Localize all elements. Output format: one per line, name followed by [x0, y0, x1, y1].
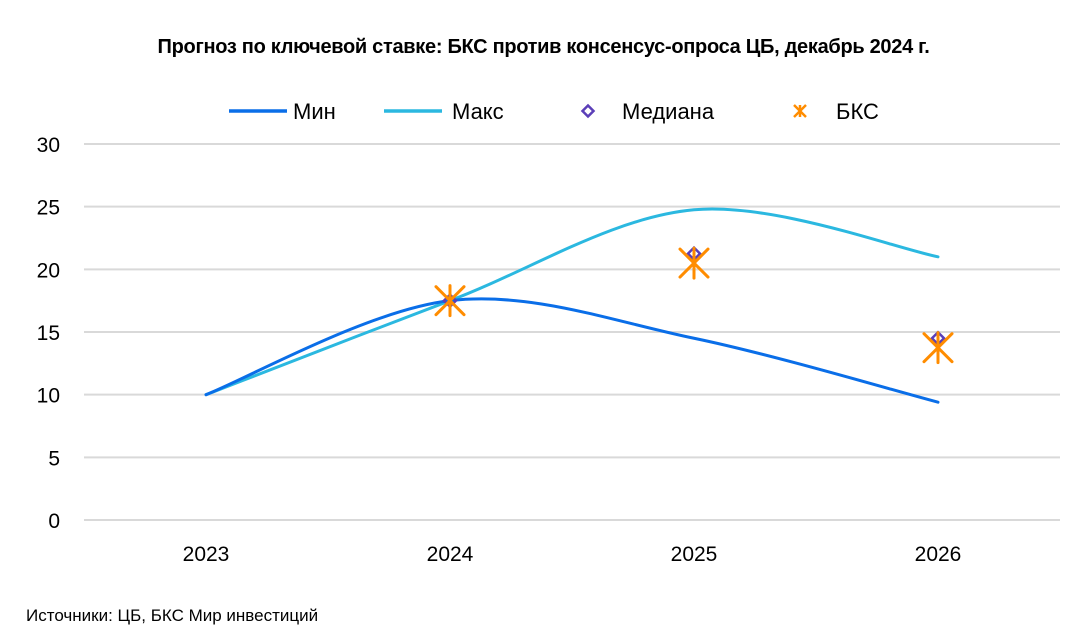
x-tick-label: 2026: [915, 543, 962, 566]
y-tick-label: 25: [37, 197, 60, 220]
legend-label: Мин: [293, 99, 336, 124]
bks-marker: [434, 284, 466, 318]
x-tick-label: 2023: [183, 543, 230, 566]
legend-swatch: [580, 103, 596, 119]
legend: Мин Макс Медиана БКС: [229, 99, 879, 124]
y-tick-label: 0: [48, 510, 60, 533]
x-tick-label: 2024: [427, 543, 474, 566]
x-tick-label: 2025: [671, 543, 718, 566]
y-tick-label: 30: [37, 134, 60, 157]
grid: [84, 143, 1060, 521]
series-line-max: [204, 207, 940, 397]
legend-label: Макс: [452, 99, 504, 124]
y-tick-label: 15: [37, 322, 60, 345]
bks-marker: [922, 331, 954, 365]
series-markers: [434, 245, 954, 365]
series-line-min: [204, 297, 940, 404]
legend-label: БКС: [836, 99, 879, 124]
series-lines: [204, 207, 940, 404]
legend-item: БКС: [793, 99, 879, 124]
legend-item: Мин: [229, 99, 336, 124]
x-axis-ticks: 2023 2024 2025 2026: [183, 543, 962, 566]
legend-swatch: [793, 104, 807, 118]
legend-label: Медиана: [622, 99, 715, 124]
y-tick-label: 5: [48, 447, 60, 470]
source-note: Источники: ЦБ, БКС Мир инвестиций: [26, 606, 319, 625]
y-tick-label: 20: [37, 259, 60, 282]
legend-item: Макс: [384, 99, 504, 124]
bks-marker: [678, 246, 710, 280]
legend-item: Медиана: [580, 99, 715, 124]
y-tick-label: 10: [37, 385, 60, 408]
y-axis-ticks: 0 5 10 15 20 25 30: [37, 134, 60, 533]
chart-title: Прогноз по ключевой ставке: БКС против к…: [157, 36, 930, 58]
